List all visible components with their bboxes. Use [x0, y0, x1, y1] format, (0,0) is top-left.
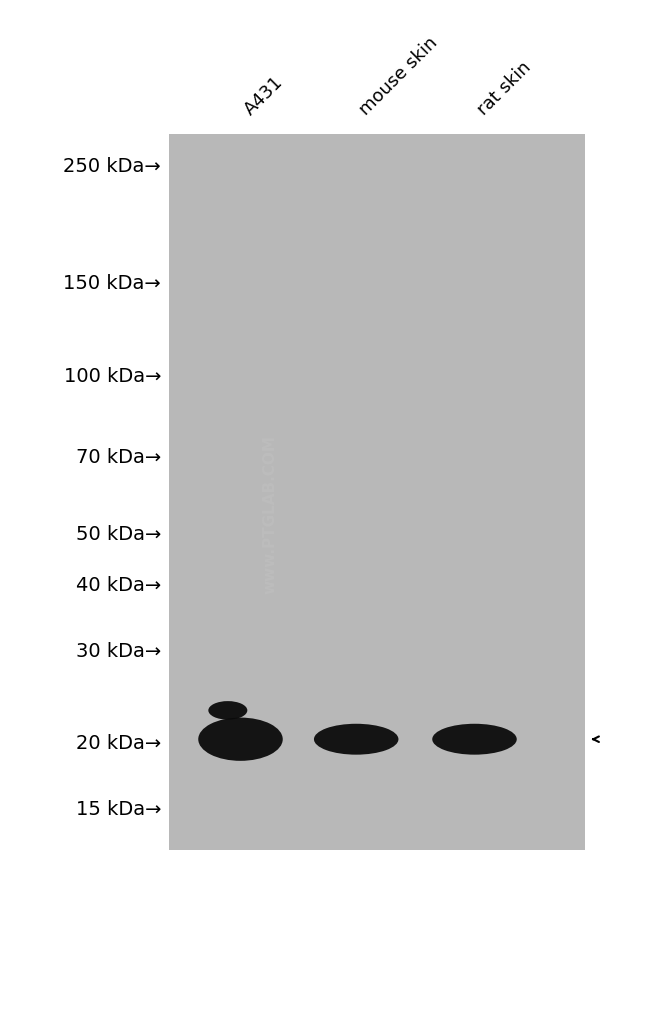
Ellipse shape — [198, 718, 283, 761]
Text: 150 kDa→: 150 kDa→ — [64, 274, 161, 293]
Text: 40 kDa→: 40 kDa→ — [76, 576, 161, 595]
Text: 15 kDa→: 15 kDa→ — [75, 800, 161, 819]
Bar — [169, 134, 585, 850]
Text: mouse skin: mouse skin — [356, 33, 441, 118]
Text: rat skin: rat skin — [474, 58, 535, 118]
Text: 50 kDa→: 50 kDa→ — [76, 525, 161, 544]
Ellipse shape — [314, 724, 398, 755]
Text: 30 kDa→: 30 kDa→ — [76, 642, 161, 661]
Text: 70 kDa→: 70 kDa→ — [76, 448, 161, 467]
Ellipse shape — [208, 701, 247, 720]
Text: www.PTGLAB.COM: www.PTGLAB.COM — [262, 436, 278, 594]
Ellipse shape — [432, 724, 517, 755]
Text: 100 kDa→: 100 kDa→ — [64, 367, 161, 385]
Text: A431: A431 — [240, 73, 286, 118]
Text: 20 kDa→: 20 kDa→ — [76, 734, 161, 754]
Text: 250 kDa→: 250 kDa→ — [64, 158, 161, 176]
